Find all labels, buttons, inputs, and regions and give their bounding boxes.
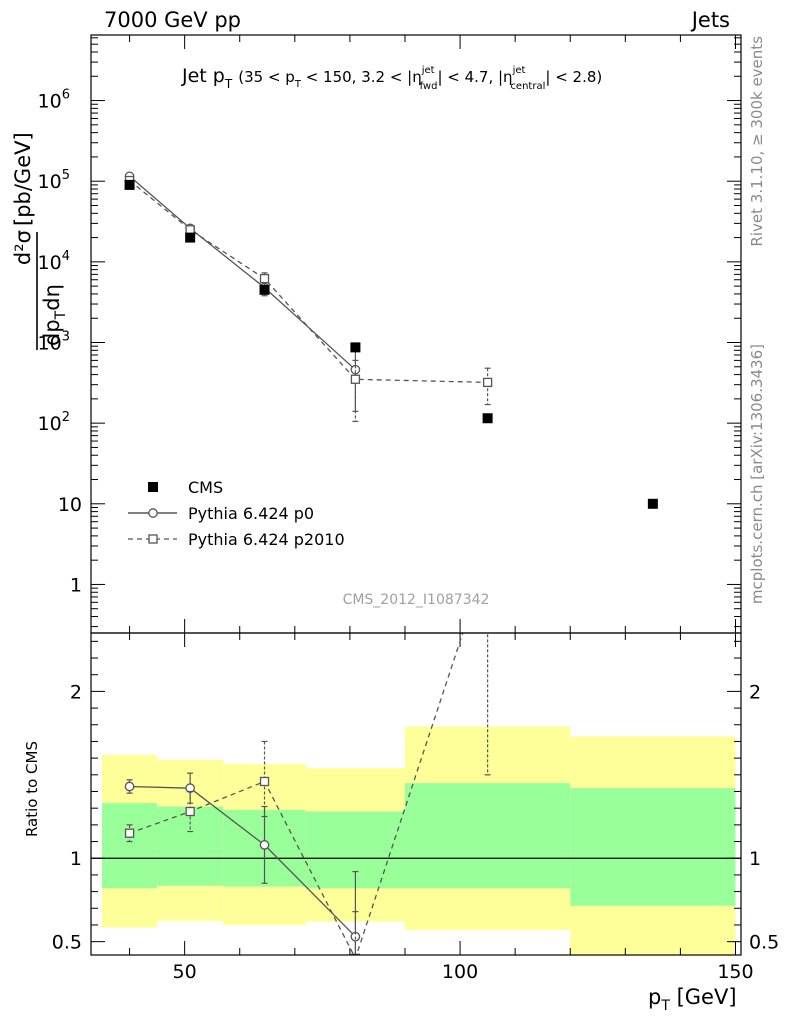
main-pythia-p2010-marker: [185, 225, 195, 235]
ratio-pythia-p0-line: [129, 785, 356, 938]
ratio-inner-band-0: [102, 803, 158, 889]
y-axis-label-main: d²σ dpTdη [pb/GeV]: [11, 132, 69, 350]
y-tick-label: 10: [58, 494, 82, 516]
ratio-y-tick-label-right: 0.5: [749, 932, 779, 954]
watermark: CMS_2012_I1087342: [343, 592, 490, 608]
legend-label-p0: Pythia 6.424 p0: [188, 504, 314, 523]
ratio-y-tick-label-left: 2: [70, 681, 82, 703]
x-axis-label: pT [GeV]: [648, 985, 737, 1014]
y-tick-label: 102: [38, 410, 70, 435]
main-pythia-p2010-marker: [482, 377, 493, 388]
ratio-axis-ticks: 0.5 0.5 1 1 2 2 50 100 150: [52, 633, 779, 983]
ratio-y-tick-label-left: 0.5: [52, 932, 82, 954]
ratio-inner-band-5: [570, 788, 736, 906]
ratio-pythia-p2010-marker: [185, 806, 195, 817]
ratio-series: [124, 554, 492, 955]
main-cms-marker: [185, 232, 196, 243]
ratio-pythia-p2010-marker: [124, 828, 135, 838]
header-left: 7000 GeV pp: [104, 8, 241, 32]
main-cms-marker: [259, 284, 270, 295]
ratio-pythia-p0-marker: [259, 840, 270, 850]
y-tick-label: 104: [38, 249, 70, 274]
ratio-inner-band-4: [404, 783, 571, 889]
ratio-y-tick-label-right: 2: [749, 681, 761, 703]
rivet-label: Rivet 3.1.10, ≥ 300k events: [748, 36, 766, 247]
ratio-pythia-p0-marker: [124, 781, 135, 792]
ratio-pythia-p2010-marker: [484, 554, 492, 562]
main-cms-marker: [482, 413, 493, 424]
ratio-pythia-p2010-marker: [259, 776, 270, 787]
y-tick-label: 105: [38, 168, 70, 193]
ratio-bands: [102, 726, 736, 955]
main-pythia-p2010-marker: [259, 273, 270, 284]
x-tick-label: 150: [717, 961, 753, 983]
y-tick-label: 1: [70, 574, 82, 596]
main-axis-ticks: 1 10 102 103 104 105 106: [38, 35, 741, 633]
legend-label-p2010: Pythia 6.424 p2010: [188, 530, 345, 549]
legend: CMS Pythia 6.424 p0 Pythia 6.424 p2010: [128, 478, 345, 549]
y-label-denominator: dpTdη: [40, 284, 69, 346]
x-tick-label: 50: [173, 961, 197, 983]
main-pythia-p2010-marker: [350, 374, 361, 384]
legend-marker-p2010: [148, 534, 158, 544]
legend-marker-cms: [148, 482, 158, 492]
main-series: [124, 171, 658, 509]
legend-label-cms: CMS: [188, 478, 223, 497]
main-cms-marker: [647, 498, 658, 509]
ratio-y-tick-label-right: 1: [749, 848, 761, 870]
main-cms-marker: [350, 342, 361, 353]
y-label-numerator: d²σ: [11, 230, 35, 265]
ratio-plot-frame: [90, 632, 742, 956]
y-axis-label-ratio: Ratio to CMS: [23, 741, 41, 837]
plot-title: Jet pT (35 < pT < 150, 3.2 < |ηjet fwd| <…: [181, 65, 602, 92]
y-tick-label: 106: [38, 88, 70, 113]
main-cms-marker: [124, 179, 135, 190]
main-pythia-p0-line: [129, 175, 356, 371]
x-tick-label: 100: [442, 961, 478, 983]
mcplots-label: mcplots.cern.ch [arXiv:1306.3436]: [748, 344, 766, 604]
y-label-unit: [pb/GeV]: [11, 132, 35, 226]
ratio-y-tick-label-left: 1: [70, 848, 82, 870]
header-right: Jets: [690, 8, 730, 32]
main-pythia-p2010-line: [129, 179, 488, 384]
legend-marker-p0: [148, 508, 158, 518]
y-tick-label: 103: [38, 330, 70, 355]
